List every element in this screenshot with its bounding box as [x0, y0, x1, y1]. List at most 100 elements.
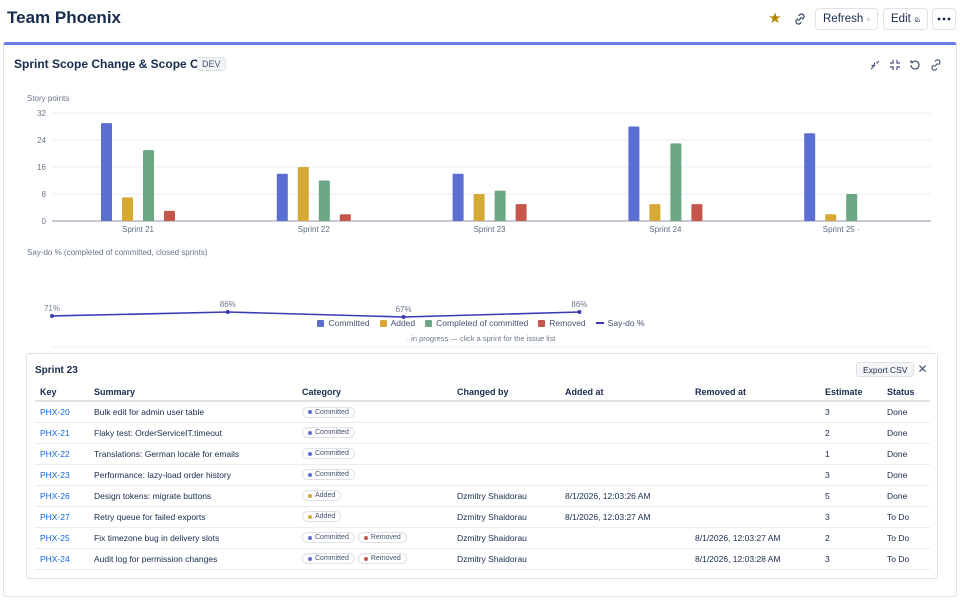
issue-category: Committed Removed: [297, 527, 452, 549]
category-pill: Committed: [302, 448, 355, 460]
bar-removed[interactable]: [515, 204, 527, 221]
legend-saydo[interactable]: Say-do %: [595, 318, 645, 328]
column-header-added-at[interactable]: Added at: [560, 384, 690, 402]
scope-chart[interactable]: Story points 0 8 16 24 32 Sprint 21 Sprint 22 Sp…: [4, 85, 958, 355]
y-axis-title: Story points: [27, 94, 69, 103]
bar-removed[interactable]: [164, 210, 175, 221]
table-row[interactable]: PHX-25 Fix timezone bug in delivery slots…: [35, 527, 930, 549]
category-pill: Removed: [357, 532, 407, 544]
category-pill: Committed: [302, 553, 355, 565]
bar-completed-of-committed[interactable]: [318, 180, 330, 222]
top-bar: Team Phoenix ★ Refresh Edit: [0, 0, 960, 40]
issue-summary: Translations: German locale for emails: [89, 443, 297, 465]
table-row[interactable]: PHX-24 Audit log for permission changes Co…: [35, 548, 930, 570]
refresh-label: Refresh: [823, 13, 864, 25]
bar-committed[interactable]: [101, 123, 112, 221]
category-label: Committed: [315, 408, 349, 416]
saydo-point[interactable]: [50, 313, 54, 318]
link-icon[interactable]: [792, 11, 808, 27]
issue-table: Key Summary Category Changed by Added at Remo…: [35, 384, 930, 570]
issue-key-link[interactable]: PHX-20: [35, 401, 89, 423]
detail-title: Sprint 23: [35, 365, 78, 376]
more-button[interactable]: [932, 8, 956, 30]
removed-at: 8/1/2026, 12:03:28 AM: [690, 548, 820, 570]
table-row[interactable]: PHX-21 Flaky test: OrderServiceIT.timeout…: [35, 422, 930, 444]
status: Done: [882, 422, 930, 444]
env-badge: DEV: [197, 57, 226, 71]
legend-label: Added: [390, 318, 416, 328]
column-header-changed-by[interactable]: Changed by: [452, 384, 560, 402]
table-row[interactable]: PHX-22 Translations: German locale for em…: [35, 443, 930, 465]
column-header-category[interactable]: Category: [297, 384, 452, 402]
scope-change-panel: Sprint Scope Change & Scope Creep DEV St…: [3, 42, 957, 597]
table-row[interactable]: PHX-20 Bulk edit for admin user table Comm…: [35, 401, 930, 423]
table-row[interactable]: PHX-26 Design tokens: migrate buttons Adde…: [35, 485, 930, 507]
bar-completed-of-committed[interactable]: [494, 190, 506, 221]
edit-button[interactable]: Edit: [883, 8, 928, 30]
edit-label: Edit: [891, 13, 911, 25]
column-header-removed-at[interactable]: Removed at: [690, 384, 820, 402]
status-dot-icon: [363, 556, 368, 561]
column-header-estimate[interactable]: Estimate: [820, 384, 882, 402]
bar-added[interactable]: [825, 214, 837, 221]
issue-key-link[interactable]: PHX-24: [35, 548, 89, 570]
changed-by: [452, 401, 560, 423]
bar-completed-of-committed[interactable]: [670, 143, 682, 221]
bar-committed[interactable]: [452, 173, 464, 221]
bar-added[interactable]: [473, 194, 485, 221]
column-header-status[interactable]: Status: [882, 384, 930, 402]
issue-key-link[interactable]: PHX-22: [35, 443, 89, 465]
legend-committed[interactable]: Committed: [317, 318, 370, 328]
legend-removed[interactable]: Removed: [538, 318, 586, 328]
table-row[interactable]: PHX-27 Retry queue for failed exports Adde…: [35, 506, 930, 528]
bar-committed[interactable]: [628, 126, 640, 222]
issue-key-link[interactable]: PHX-26: [35, 485, 89, 507]
issue-summary: Bulk edit for admin user table: [89, 401, 297, 423]
export-csv-button[interactable]: Export CSV: [856, 362, 915, 377]
legend-completed[interactable]: Completed of committed: [425, 318, 528, 328]
estimate: 5: [820, 485, 882, 507]
issue-summary: Performance: lazy-load order history: [89, 464, 297, 486]
close-icon[interactable]: ✕: [917, 362, 928, 376]
category-pill: Committed: [302, 406, 355, 418]
issue-summary: Flaky test: OrderServiceIT.timeout: [89, 422, 297, 444]
refresh-button[interactable]: Refresh: [815, 8, 878, 30]
table-header-row: Key Summary Category Changed by Added at Remo…: [35, 384, 930, 402]
table-row[interactable]: PHX-23 Performance: lazy-load order histo…: [35, 464, 930, 486]
issue-category: Added: [297, 506, 452, 528]
legend-added[interactable]: Added: [379, 318, 416, 328]
panel-link-icon[interactable]: [929, 58, 943, 72]
issue-category: Added: [297, 485, 452, 507]
changed-by: Dzmitry Shaidorau: [452, 527, 560, 549]
issue-key-link[interactable]: PHX-25: [35, 527, 89, 549]
bar-added[interactable]: [297, 167, 309, 221]
minimize-icon[interactable]: [888, 58, 902, 72]
collapse-icon[interactable]: [868, 58, 882, 72]
bar-committed[interactable]: [276, 173, 288, 221]
added-at: 8/1/2026, 12:03:26 AM: [560, 485, 690, 507]
bar-completed-of-committed[interactable]: [143, 150, 154, 221]
bar-removed[interactable]: [691, 204, 703, 221]
removed-at: [690, 506, 820, 528]
saydo-point[interactable]: [225, 310, 230, 314]
saydo-point[interactable]: [577, 310, 582, 314]
legend-label: Completed of committed: [436, 318, 529, 328]
issue-key-link[interactable]: PHX-23: [35, 464, 89, 486]
bar-added[interactable]: [649, 204, 661, 221]
saydo-data-label: 86%: [220, 300, 236, 309]
bar-completed-of-committed[interactable]: [846, 194, 858, 221]
saydo-point[interactable]: [401, 315, 406, 319]
bar-added[interactable]: [122, 197, 133, 221]
issue-key-link[interactable]: PHX-27: [35, 506, 89, 528]
bar-committed[interactable]: [804, 133, 816, 221]
saydo-data-label: 71%: [44, 304, 60, 313]
added-at: [560, 422, 690, 444]
bar-removed[interactable]: [339, 214, 351, 221]
column-header-key[interactable]: Key: [35, 384, 89, 402]
changed-by: Dzmitry Shaidorau: [452, 485, 560, 507]
star-icon[interactable]: ★: [768, 10, 782, 27]
column-header-summary[interactable]: Summary: [89, 384, 297, 402]
reload-icon[interactable]: [908, 58, 922, 72]
category-label: Committed: [315, 429, 349, 437]
issue-key-link[interactable]: PHX-21: [35, 422, 89, 444]
